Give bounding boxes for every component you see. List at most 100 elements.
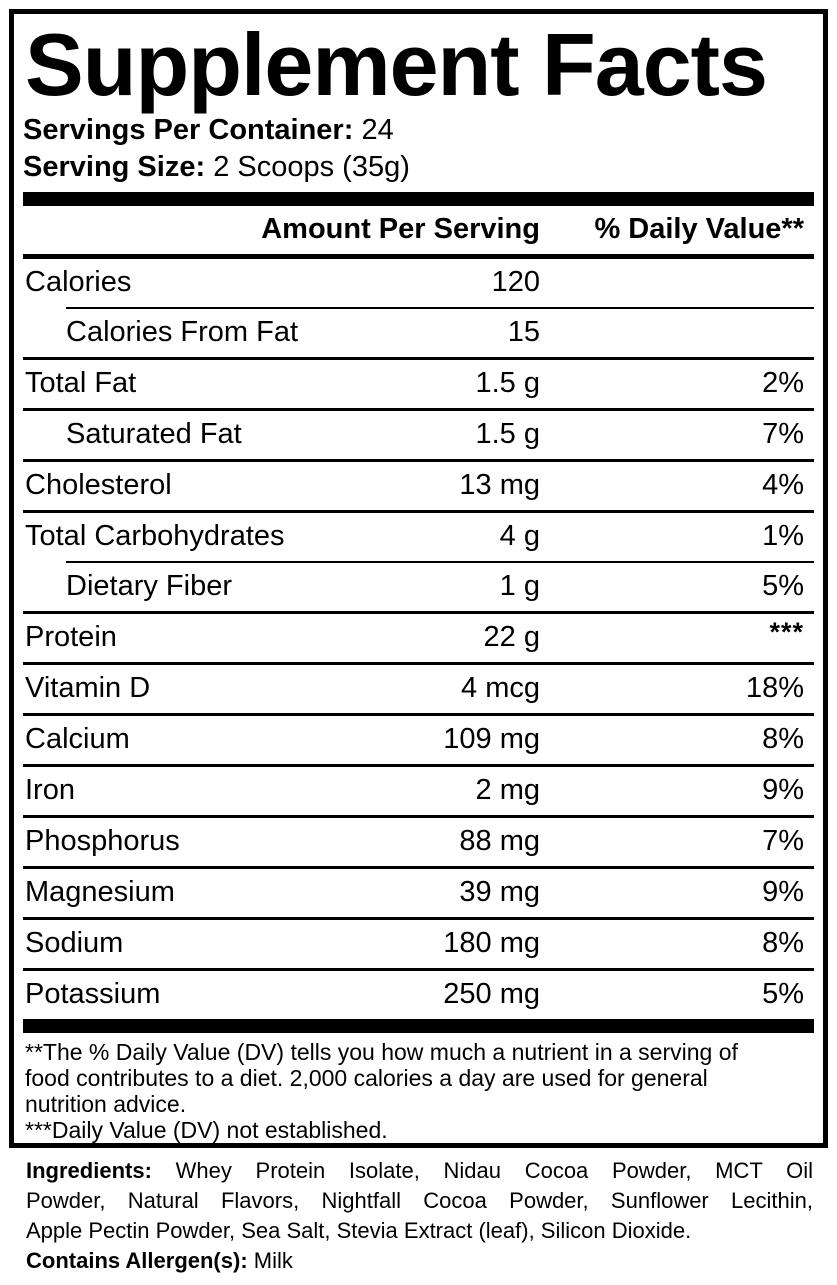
ingredients-line-1: Ingredients: Whey Protein Isolate, Nidau…	[26, 1156, 813, 1186]
ingredients-line-1-text: Whey Protein Isolate, Nidau Cocoa Powder…	[175, 1158, 813, 1183]
nutrient-daily-value: 4%	[762, 469, 804, 502]
nutrient-amount: 1.5 g	[475, 418, 541, 451]
allergen-line: Contains Allergen(s): Milk	[26, 1246, 813, 1276]
header-rule	[23, 253, 814, 259]
nutrient-label: Calcium	[25, 723, 130, 756]
nutrient-amount: 2 mg	[475, 774, 540, 807]
serving-size-label: Serving Size:	[23, 150, 206, 183]
servings-per-container-label: Servings Per Container:	[23, 113, 354, 146]
daily-value-note-line-1: **The % Daily Value (DV) tells you how m…	[25, 1038, 738, 1065]
serving-info: Servings Per Container: 24 Serving Size:…	[23, 112, 814, 186]
nutrient-amount: 250 mg	[443, 978, 540, 1011]
nutrient-amount: 120	[491, 266, 540, 299]
table-row: Iron 2 mg 9%	[23, 767, 814, 815]
page-title: Supplement Facts	[25, 15, 768, 114]
ingredients-paragraph: Ingredients: Whey Protein Isolate, Nidau…	[26, 1156, 813, 1246]
nutrient-label: Sodium	[25, 927, 124, 960]
table-row: Cholesterol 13 mg 4%	[23, 462, 814, 510]
nutrient-daily-value: 5%	[762, 978, 804, 1011]
table-row: Total Fat 1.5 g 2%	[23, 360, 814, 408]
nutrient-label: Dietary Fiber	[66, 570, 232, 603]
table-row: Vitamin D 4 mcg 18%	[23, 665, 814, 713]
nutrient-label: Calories From Fat	[66, 316, 299, 349]
nutrient-amount: 109 mg	[443, 723, 540, 756]
nutrient-daily-value: 5%	[762, 570, 804, 603]
nutrient-amount: 88 mg	[459, 825, 540, 858]
row-separator	[23, 712, 814, 716]
daily-value-note-line-3: nutrition advice.	[25, 1090, 187, 1117]
daily-value-note-line-2: food contributes to a diet. 2,000 calori…	[25, 1064, 708, 1091]
nutrient-daily-value: 9%	[762, 774, 804, 807]
row-separator	[23, 356, 814, 360]
sub-separator	[66, 306, 814, 309]
nutrient-amount: 13 mg	[459, 469, 540, 502]
row-separator	[23, 610, 814, 614]
nutrient-amount: 39 mg	[459, 876, 540, 909]
nutrient-label: Potassium	[25, 978, 161, 1011]
table-row: Dietary Fiber 1 g 5%	[23, 563, 814, 611]
nutrient-amount: 1.5 g	[475, 367, 541, 400]
table-row: Calories From Fat 15	[23, 309, 814, 357]
nutrient-daily-value: 8%	[762, 723, 804, 756]
nutrient-label: Calories	[25, 266, 132, 299]
nutrient-daily-value: 9%	[762, 876, 804, 909]
table-row: Sodium 180 mg 8%	[23, 920, 814, 968]
nutrient-label: Cholesterol	[25, 469, 172, 502]
nutrient-amount: 4 g	[499, 520, 540, 553]
thick-divider-bottom	[23, 1018, 814, 1033]
table-row: Protein 22 g ***	[23, 614, 814, 662]
table-row: Saturated Fat 1.5 g 7%	[23, 411, 814, 459]
daily-value-header: % Daily Value**	[594, 213, 804, 246]
nutrient-label: Total Carbohydrates	[25, 520, 285, 553]
serving-size-value: 2 Scoops (35g)	[213, 150, 410, 183]
nutrient-daily-value: 1%	[762, 520, 804, 553]
dv-not-established-note: ***Daily Value (DV) not established.	[25, 1116, 388, 1143]
table-row: Calories 120	[23, 259, 814, 307]
nutrient-daily-value: 2%	[762, 367, 804, 400]
row-separator	[23, 967, 814, 971]
nutrient-daily-value: 8%	[762, 927, 804, 960]
servings-per-container-line: Servings Per Container: 24	[23, 112, 814, 149]
allergen-value: Milk	[253, 1248, 293, 1273]
row-separator	[23, 407, 814, 411]
table-header: Amount Per Serving % Daily Value**	[23, 206, 814, 254]
table-row: Calcium 109 mg 8%	[23, 716, 814, 764]
thick-divider-top	[23, 191, 814, 206]
row-separator	[23, 814, 814, 818]
row-separator	[23, 763, 814, 767]
nutrient-daily-value: 7%	[762, 825, 804, 858]
nutrient-label: Protein	[25, 621, 117, 654]
row-separator	[23, 661, 814, 665]
nutrient-amount: 4 mcg	[461, 672, 540, 705]
row-separator	[23, 509, 814, 513]
nutrient-label: Saturated Fat	[66, 418, 242, 451]
table-row: Phosphorus 88 mg 7%	[23, 818, 814, 866]
table-row: Potassium 250 mg 5%	[23, 971, 814, 1019]
nutrient-label: Magnesium	[25, 876, 175, 909]
table-row: Magnesium 39 mg 9%	[23, 869, 814, 917]
nutrient-daily-value: 7%	[762, 418, 804, 451]
nutrient-label: Phosphorus	[25, 825, 180, 858]
table-row: Total Carbohydrates 4 g 1%	[23, 513, 814, 561]
nutrient-table: Calories 120 Calories From Fat 15 Total Fat 1…	[23, 259, 814, 1019]
ingredients-line-3: Apple Pectin Powder, Sea Salt, Stevia Ex…	[26, 1218, 692, 1243]
servings-per-container-value: 24	[361, 113, 394, 146]
nutrient-label: Vitamin D	[25, 672, 151, 705]
amount-per-serving-header: Amount Per Serving	[261, 213, 540, 246]
ingredients-line-2: Powder, Natural Flavors, Nightfall Cocoa…	[26, 1188, 813, 1213]
nutrient-daily-value: ***	[769, 616, 804, 647]
row-separator	[23, 865, 814, 869]
allergen-label: Contains Allergen(s):	[26, 1248, 248, 1273]
row-separator	[23, 458, 814, 462]
nutrient-label: Total Fat	[25, 367, 137, 400]
serving-size-line: Serving Size: 2 Scoops (35g)	[23, 149, 814, 186]
sub-separator	[66, 560, 814, 563]
ingredients-label: Ingredients:	[26, 1158, 152, 1183]
nutrient-amount: 1 g	[499, 570, 540, 603]
nutrient-daily-value: 18%	[745, 672, 804, 705]
supplement-facts-panel: Supplement Facts Servings Per Container:…	[9, 9, 828, 1148]
footnote: **The % Daily Value (DV) tells you how m…	[23, 1033, 814, 1143]
row-separator	[23, 916, 814, 920]
nutrient-amount: 22 g	[483, 621, 540, 654]
nutrient-label: Iron	[25, 774, 75, 807]
